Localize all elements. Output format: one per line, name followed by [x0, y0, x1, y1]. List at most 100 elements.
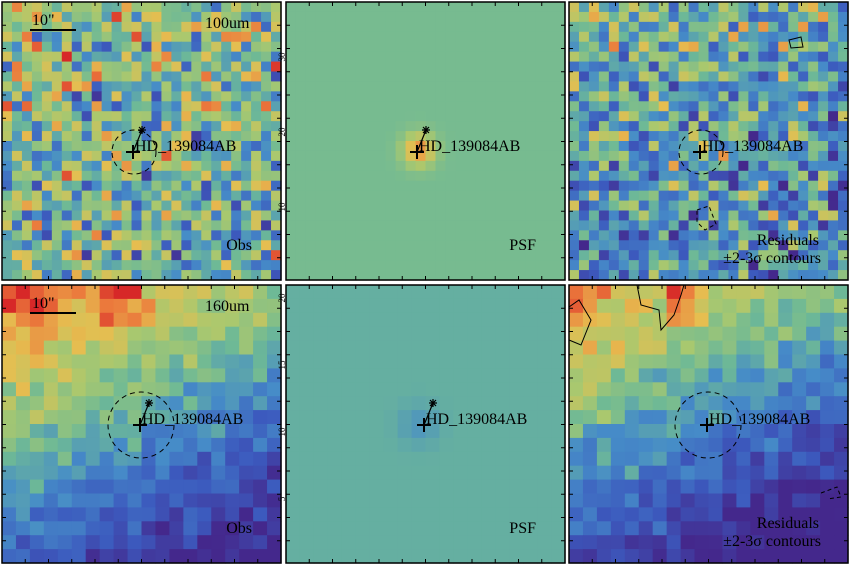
- pixel: [221, 11, 232, 23]
- pixel: [355, 437, 371, 453]
- pixel: [624, 382, 640, 397]
- pixel: [161, 71, 172, 83]
- pixel: [453, 424, 468, 439]
- pixel: [768, 11, 779, 23]
- pixel: [475, 250, 486, 261]
- pixel: [286, 150, 297, 162]
- pixel: [51, 170, 63, 182]
- pixel: [411, 382, 427, 397]
- pixel: [608, 31, 620, 43]
- pixel: [397, 382, 413, 397]
- pixel: [638, 451, 654, 467]
- pixel: [535, 141, 546, 152]
- pixel: [101, 121, 113, 132]
- pixel: [834, 424, 849, 439]
- pixel: [101, 41, 113, 53]
- pixel: [71, 31, 83, 43]
- pixel: [569, 354, 584, 369]
- pixel: [169, 535, 184, 550]
- pixel: [465, 150, 476, 162]
- pixel: [439, 326, 454, 342]
- pixel: [383, 382, 399, 397]
- pixel: [141, 210, 153, 222]
- pixel: [369, 382, 385, 397]
- pixel: [718, 131, 730, 142]
- pixel: [509, 312, 524, 328]
- pixel: [155, 326, 170, 342]
- pixel: [127, 451, 143, 467]
- pixel: [495, 240, 506, 251]
- pixel: [211, 21, 222, 33]
- pixel: [535, 210, 546, 222]
- pixel: [425, 220, 437, 231]
- pixel: [475, 21, 486, 33]
- pixel: [806, 382, 821, 397]
- pixel: [465, 200, 476, 212]
- pixel: [141, 285, 157, 300]
- pixel: [435, 101, 447, 112]
- pixel: [395, 91, 407, 102]
- pixel: [111, 91, 123, 102]
- pixel: [638, 71, 650, 83]
- pixel: [295, 71, 307, 83]
- pixel: [806, 354, 821, 369]
- pixel: [191, 141, 202, 152]
- pixel: [405, 150, 417, 162]
- pixel: [315, 81, 327, 92]
- pixel: [578, 200, 590, 212]
- pixel: [81, 31, 93, 43]
- pixel: [445, 240, 456, 251]
- pixel: [171, 210, 182, 222]
- pixel: [239, 549, 254, 564]
- pixel: [588, 91, 600, 102]
- pixel: [808, 141, 819, 152]
- pixel: [578, 150, 590, 162]
- pixel: [11, 170, 23, 182]
- pixel: [798, 160, 809, 172]
- pixel: [345, 91, 357, 102]
- pixel: [57, 354, 73, 369]
- pixel: [666, 326, 682, 342]
- pixel: [455, 51, 466, 63]
- pixel: [121, 91, 133, 102]
- panel-label: Residuals: [757, 515, 819, 532]
- pixel: [748, 71, 759, 83]
- pixel: [806, 312, 821, 328]
- pixel: [85, 382, 101, 397]
- pixel: [81, 11, 93, 23]
- pixel: [598, 230, 610, 241]
- pixel: [395, 160, 407, 172]
- source-label: HD_139084AB: [142, 411, 243, 428]
- pixel: [425, 312, 441, 328]
- pixel: [271, 150, 282, 162]
- pixel: [748, 160, 759, 172]
- pixel: [355, 465, 371, 481]
- pixel: [201, 160, 212, 172]
- pixel: [313, 535, 329, 550]
- pixel: [545, 200, 556, 212]
- pixel: [758, 200, 769, 212]
- pixel: [341, 382, 357, 397]
- pixel: [618, 240, 630, 251]
- pixel: [261, 190, 272, 202]
- pixel: [11, 150, 23, 162]
- pixel: [485, 61, 496, 73]
- pixel: [99, 326, 115, 342]
- pixel: [668, 51, 680, 63]
- source-label: HD_139084AB: [702, 138, 803, 155]
- pixel: [345, 101, 357, 112]
- pixel: [85, 312, 101, 328]
- pixel: [221, 21, 232, 33]
- pixel: [271, 2, 282, 13]
- pixel: [225, 424, 240, 439]
- pixel: [628, 81, 640, 92]
- pixel: [485, 170, 496, 182]
- pixel: [415, 210, 427, 222]
- pixel: [598, 51, 610, 63]
- pixel: [131, 180, 143, 192]
- pixel: [51, 61, 63, 73]
- pixel: [271, 81, 282, 92]
- pixel: [2, 141, 13, 152]
- pixel: [211, 200, 222, 212]
